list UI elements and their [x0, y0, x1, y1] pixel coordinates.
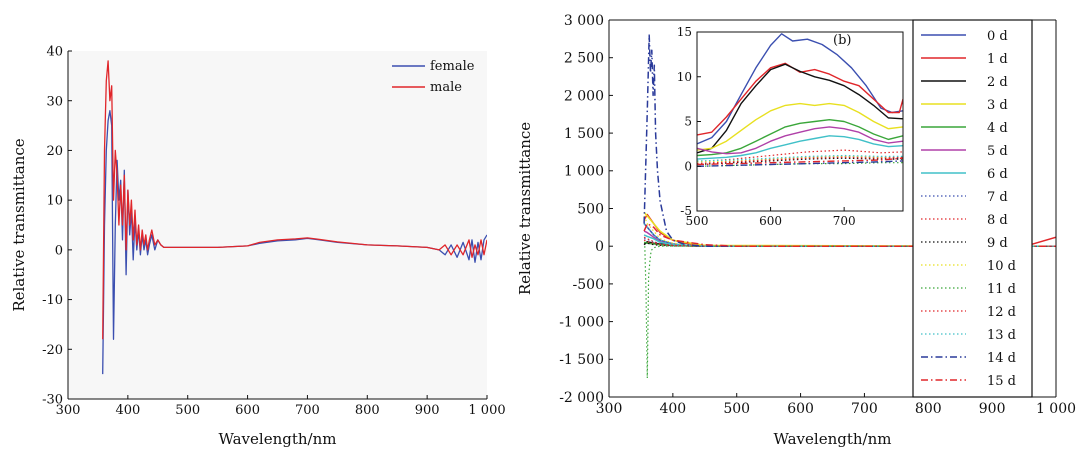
right-series-11-d: [644, 245, 1056, 379]
x-axis-label-left: Wavelength/nm: [219, 430, 337, 448]
legend-right-entry: 3 d: [987, 98, 1008, 113]
inset-series-4-d: [697, 118, 903, 157]
right-x-tick-label: 300: [596, 401, 623, 417]
inset-y-tick-label: 5: [684, 115, 692, 129]
inset-chart: 500 600 700 -5 0 5 10 15 (b): [677, 25, 904, 228]
right-series-8-d: [643, 236, 1056, 247]
inset-series-9-d: [697, 157, 903, 166]
left-y-tick-label: 10: [46, 194, 63, 209]
y-axis-label-right: Relative transmittance: [516, 122, 534, 295]
right-x-tick-label: 800: [915, 401, 942, 417]
legend-right-entry: 15 d: [987, 374, 1016, 389]
right-x-tick-label: 700: [851, 401, 878, 417]
legend-left-entry: male: [430, 80, 462, 95]
y-axis-label-left: Relative transmittance: [10, 138, 28, 311]
left-x-tick-label: 500: [175, 403, 200, 418]
right-x-tick-label: 900: [979, 401, 1006, 417]
chart-left: 300 400 500 600 700 800 900 1 000 -30 -20 -10 0 10 20…: [10, 45, 506, 448]
right-y-tick-label: -1 000: [559, 315, 604, 331]
left-y-tick-label: 40: [46, 45, 63, 60]
right-y-tick-label: 500: [577, 201, 604, 217]
inset-plot-area: [696, 31, 904, 212]
legend-right-entry: 10 d: [987, 259, 1016, 274]
inset-series-8-d: [697, 149, 903, 163]
left-y-tick-label: 0: [55, 243, 63, 258]
legend-right-entry: 11 d: [987, 282, 1016, 297]
x-axis-label-right: Wavelength/nm: [774, 430, 892, 448]
inset-series-13-d: [697, 154, 903, 162]
inset-series-2-d: [697, 63, 903, 154]
left-x-tick-label: 600: [235, 403, 260, 418]
left-x-tick-label: 1 000: [468, 403, 505, 418]
right-x-tick-label: 1 000: [1036, 401, 1076, 417]
right-series-15-d: [643, 222, 1056, 247]
inset-series-6-d: [697, 135, 903, 160]
left-x-tick-label: 400: [115, 403, 140, 418]
inset-x-tick-label: 700: [833, 214, 856, 228]
chart-right: 300 400 500 600 700 800 900 1 000-2 000-1 500-1…: [516, 13, 1076, 448]
legend-right-entry: 6 d: [987, 167, 1008, 182]
right-series-3-d: [643, 211, 1056, 247]
left-x-tick-label: 700: [295, 403, 320, 418]
left-x-tick-label: 900: [415, 403, 440, 418]
right-x-tick-label: 400: [659, 401, 686, 417]
right-y-tick-label: 1 000: [564, 164, 604, 180]
inset-x-tick-label: 600: [759, 214, 782, 228]
legend-right-entry: 4 d: [987, 121, 1008, 136]
right-y-tick-label: 2 000: [564, 88, 604, 104]
right-y-tick-label: 1 500: [564, 126, 604, 142]
left-y-tick-label: -20: [42, 343, 63, 358]
right-x-tick-label: 600: [787, 401, 814, 417]
legend-right-entry: 1 d: [987, 52, 1008, 67]
inset-y-tick-label: -5: [680, 204, 692, 218]
legend-right-box: [912, 19, 1033, 398]
right-y-tick-label: 2 500: [564, 51, 604, 67]
inset-y-tick-label: 15: [677, 25, 692, 39]
inset-label: (b): [833, 33, 851, 48]
plot-area-left: [68, 51, 487, 399]
left-series-male: [102, 60, 487, 340]
right-y-tick-label: -1 500: [559, 352, 604, 368]
legend-right-entry: 2 d: [987, 75, 1008, 90]
inset-series-11-d: [697, 162, 903, 167]
inset-series-12-d: [697, 156, 903, 165]
left-x-tick-label: 800: [355, 403, 380, 418]
legend-right: 0 d 1 d 2 d 3 d 4 d 5 d 6 d 7 d 8 d 9 d 10 d 11 d 12…: [912, 19, 1033, 398]
right-series-13-d: [643, 223, 1056, 247]
left-y-tick-label: 30: [46, 94, 63, 109]
legend-right-entry: 5 d: [987, 144, 1008, 159]
right-y-tick-label: 3 000: [564, 13, 604, 29]
left-x-tick-label: 300: [56, 403, 81, 418]
inset-series-10-d: [697, 155, 903, 163]
inset-x-tick-label: 500: [686, 214, 709, 228]
legend-right-entry: 12 d: [987, 305, 1016, 320]
legend-left-entry: female: [430, 59, 475, 74]
legend-right-entry: 0 d: [987, 29, 1008, 44]
inset-y-tick-label: 10: [677, 70, 692, 84]
legend-right-entry: 14 d: [987, 351, 1016, 366]
left-y-tick-label: -30: [42, 393, 63, 408]
right-y-tick-label: -500: [573, 277, 604, 293]
legend-right-entry: 9 d: [987, 236, 1008, 251]
legend-right-entry: 7 d: [987, 190, 1008, 205]
legend-right-entry: 13 d: [987, 328, 1016, 343]
right-x-tick-label: 500: [723, 401, 750, 417]
inset-series-3-d: [697, 102, 903, 151]
legend-left: female male: [392, 59, 475, 95]
right-series-14-d: [643, 34, 1056, 247]
left-y-tick-label: -10: [42, 293, 63, 308]
legend-right-entry: 8 d: [987, 213, 1008, 228]
right-series-10-d: [643, 215, 1056, 247]
left-y-tick-label: 20: [46, 144, 63, 159]
inset-y-tick-label: 0: [684, 159, 692, 173]
right-y-tick-label: 0: [595, 239, 604, 255]
right-y-tick-label: -2 000: [559, 390, 604, 406]
inset-series-5-d: [697, 126, 903, 155]
inset-series-1-d: [697, 62, 903, 136]
